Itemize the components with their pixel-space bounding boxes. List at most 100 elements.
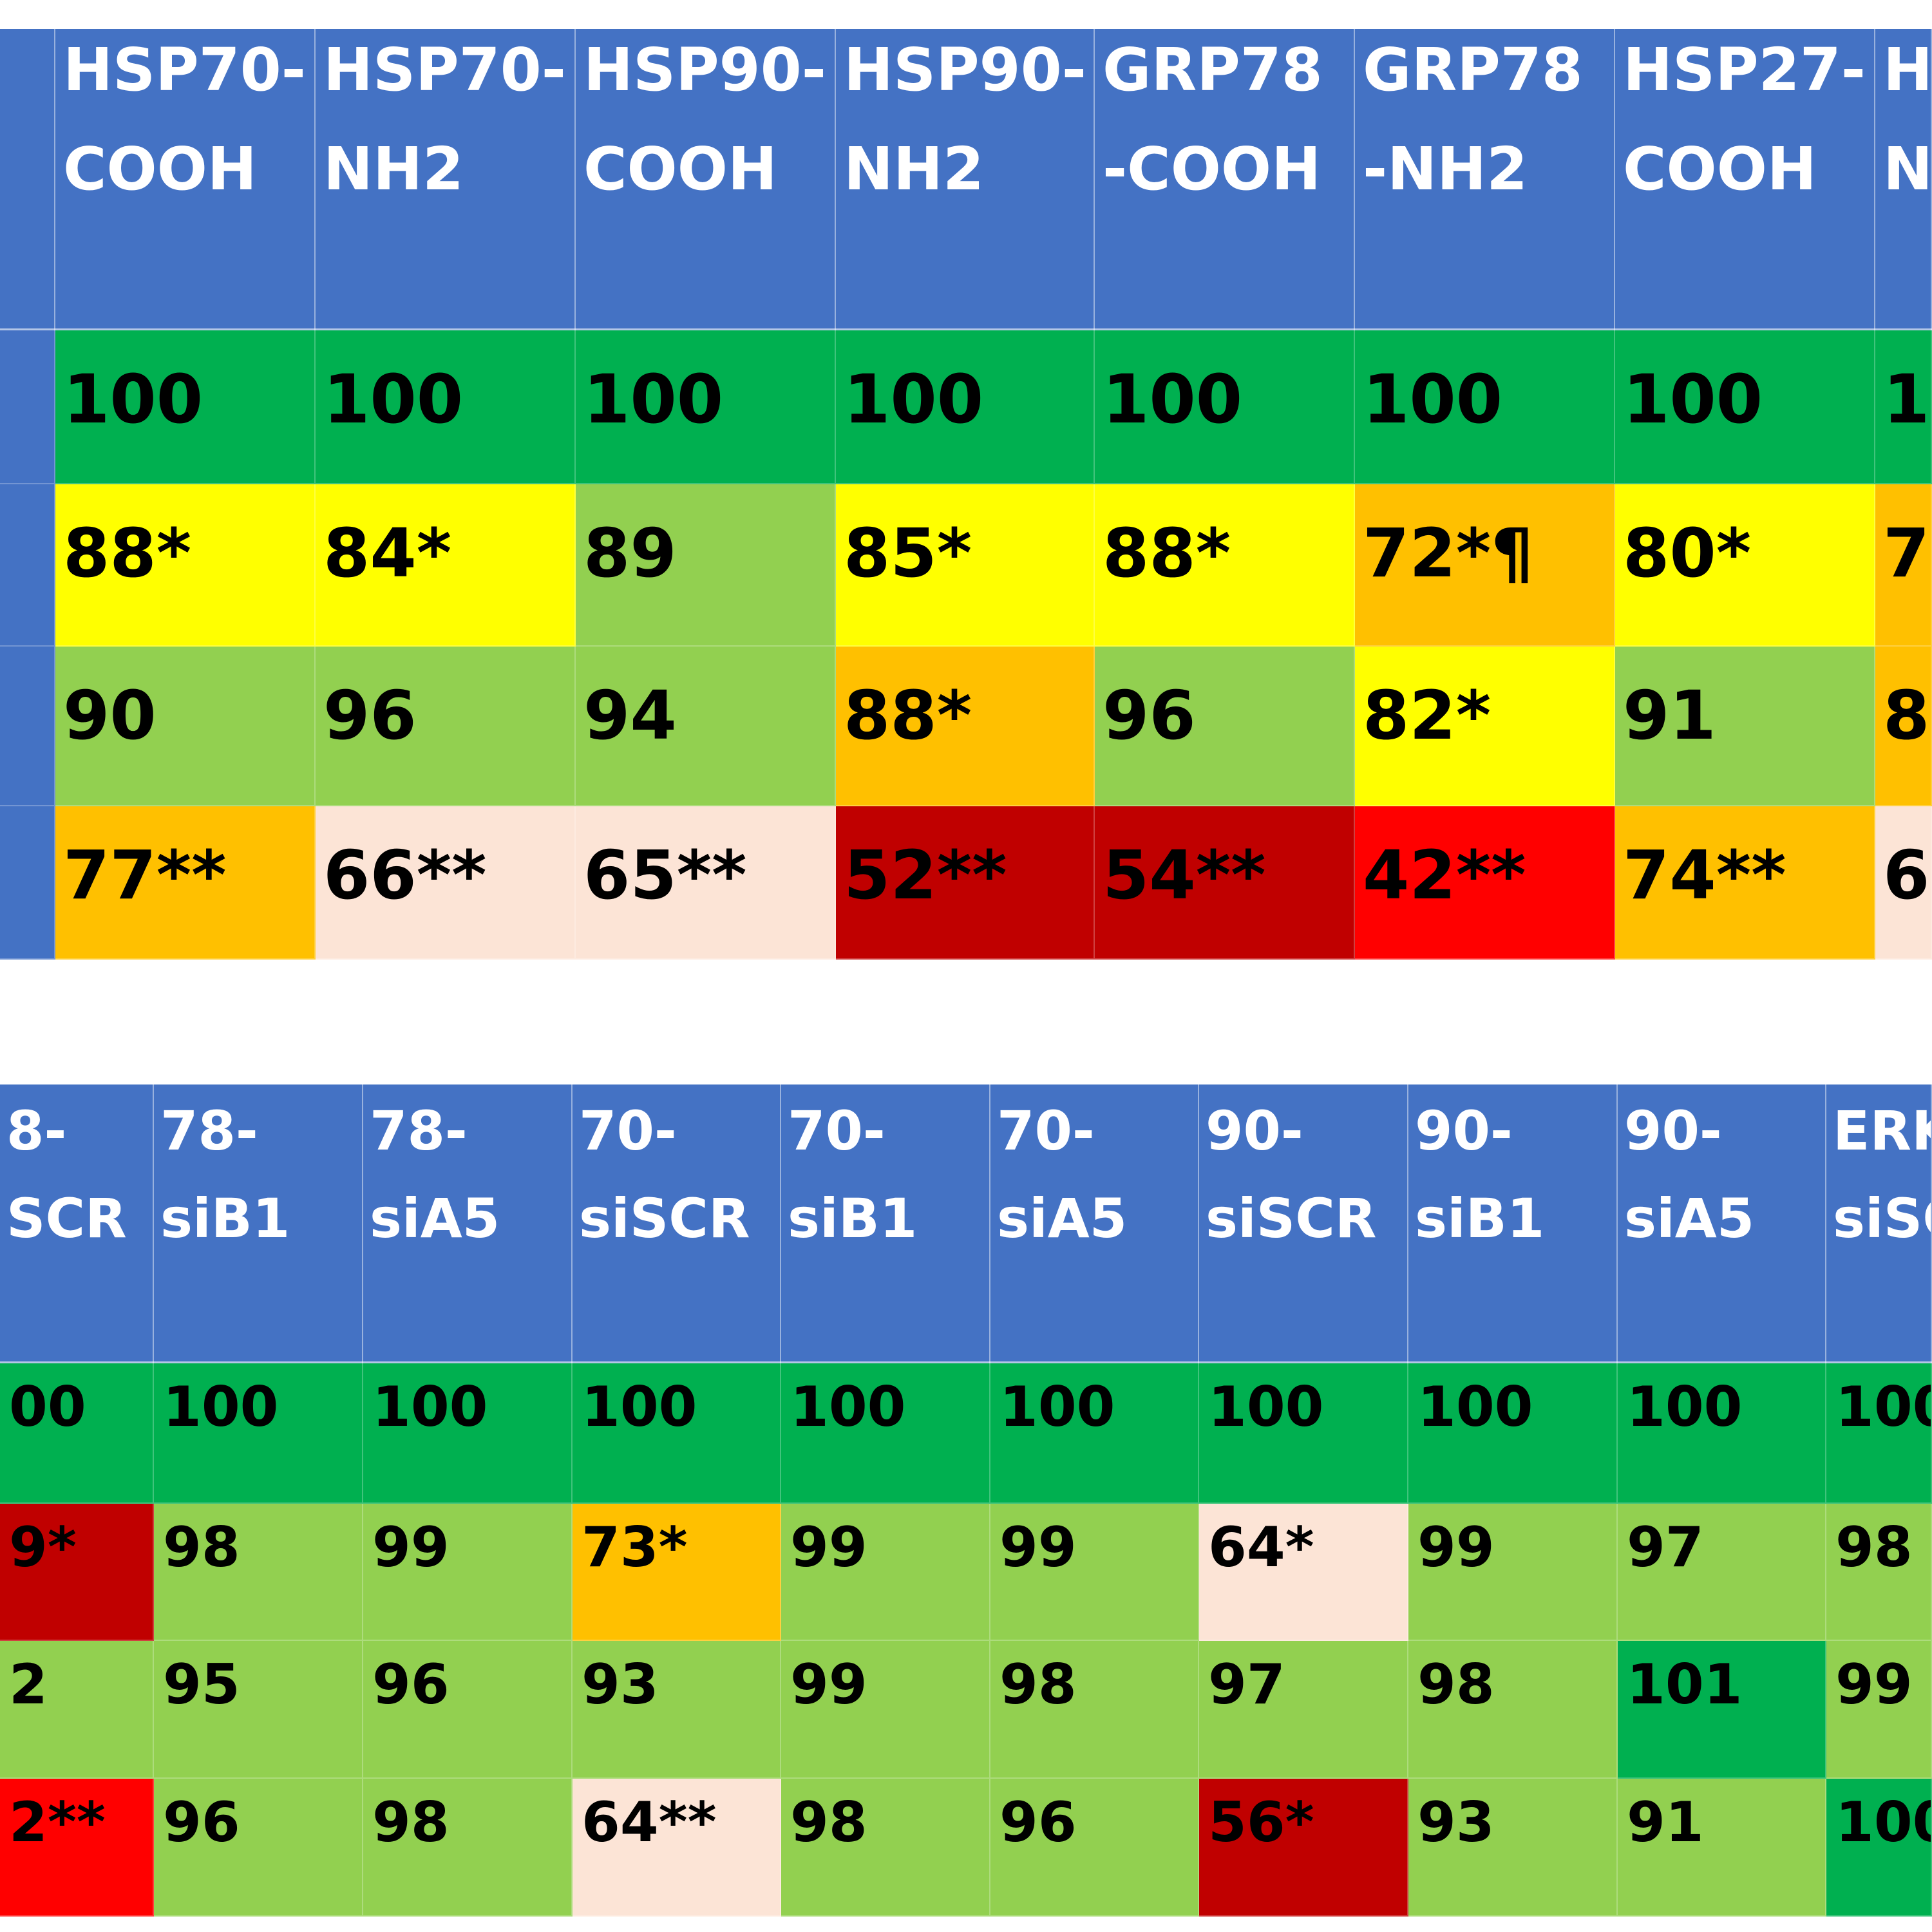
- value-cell: 66**: [316, 806, 576, 960]
- column-header-line2: siA5: [370, 1187, 500, 1250]
- column-header-line1: 90-: [1624, 1099, 1722, 1162]
- value-cell: 64**: [573, 1779, 781, 1917]
- value-cell: 82: [1875, 647, 1932, 806]
- value-cell: 99: [781, 1504, 990, 1641]
- column-header-line2: siB1: [788, 1187, 918, 1250]
- value-cell: 100: [1618, 1363, 1826, 1504]
- value-cell: 94: [576, 647, 836, 806]
- column-header: 90- siA5: [1618, 1084, 1826, 1363]
- value-cell: 89: [576, 484, 836, 647]
- column-header-line1: HSP90-: [844, 35, 1086, 104]
- column-header: 70- siSCR: [573, 1084, 781, 1363]
- value-cell: 100: [781, 1363, 990, 1504]
- value-cell: 100: [1199, 1363, 1408, 1504]
- row-label-cell: [0, 484, 55, 647]
- column-header-line2: siSCR: [579, 1187, 750, 1250]
- column-header: 70- siA5: [990, 1084, 1199, 1363]
- column-header: HSP70- COOH: [55, 29, 316, 330]
- column-header-line1: HSP90-: [583, 35, 826, 104]
- column-header-line2: NH2: [323, 135, 464, 204]
- column-header-line1: 70-: [997, 1099, 1095, 1162]
- value-cell: 99: [1826, 1641, 1932, 1779]
- column-header-line2: siA5: [1624, 1187, 1755, 1250]
- value-cell: 100: [1615, 330, 1875, 484]
- value-cell: 65**: [576, 806, 836, 960]
- column-header: 78- siB1: [154, 1084, 363, 1363]
- column-header: HSP27- COOH: [1615, 29, 1875, 330]
- value-cell: 96: [1095, 647, 1355, 806]
- value-cell: 79: [1875, 484, 1932, 647]
- value-cell: 100: [573, 1363, 781, 1504]
- row-label-cell: [0, 806, 55, 960]
- column-header-line1: HSP70-: [323, 35, 566, 104]
- header-separator: [0, 328, 1932, 332]
- value-cell: 96: [154, 1779, 363, 1917]
- column-header-line1: 70-: [788, 1099, 886, 1162]
- header-separator: [0, 1361, 1932, 1365]
- value-cell: 88*: [836, 647, 1095, 806]
- value-cell: 88*: [1095, 484, 1355, 647]
- value-cell: 62: [1875, 806, 1932, 960]
- value-cell: 99: [781, 1641, 990, 1779]
- column-header: ERK siSC: [1826, 1084, 1932, 1363]
- column-header-line2: siA5: [997, 1187, 1128, 1250]
- column-header-line1: H: [1883, 35, 1932, 104]
- column-header-line1: HSP70-: [63, 35, 306, 104]
- value-cell: 100: [576, 330, 836, 484]
- value-cell: 100: [1826, 1779, 1932, 1917]
- column-header-line2: siB1: [160, 1187, 290, 1250]
- column-header-line2: siSCR: [1206, 1187, 1377, 1250]
- value-cell: 100: [154, 1363, 363, 1504]
- value-cell: 96: [316, 647, 576, 806]
- column-header-line2: NH2: [844, 135, 985, 204]
- value-cell: 100: [363, 1363, 573, 1504]
- column-header: 90- siSCR: [1199, 1084, 1408, 1363]
- column-header-line2: siB1: [1415, 1187, 1545, 1250]
- value-cell: 2**: [0, 1779, 154, 1917]
- value-cell: 98: [1826, 1504, 1932, 1641]
- value-cell: 97: [1199, 1641, 1408, 1779]
- value-cell: 98: [363, 1779, 573, 1917]
- value-cell: 91: [1615, 647, 1875, 806]
- value-cell: 100: [836, 330, 1095, 484]
- column-header-line1: GRP78: [1363, 35, 1583, 104]
- column-header-line2: COOH: [1623, 135, 1817, 204]
- value-cell: 91: [1618, 1779, 1826, 1917]
- value-cell: 100: [55, 330, 316, 484]
- value-cell: 77**: [55, 806, 316, 960]
- column-header: [0, 29, 55, 330]
- column-header-line2: SCR: [6, 1187, 127, 1250]
- row-label-cell: [0, 330, 55, 484]
- value-cell: 42**: [1355, 806, 1615, 960]
- column-header: HSP90- COOH: [576, 29, 836, 330]
- value-cell: 84*: [316, 484, 576, 647]
- value-cell: 10: [1875, 330, 1932, 484]
- column-header-line1: 8-: [6, 1099, 67, 1162]
- row-label-cell: [0, 647, 55, 806]
- value-cell: 96: [363, 1641, 573, 1779]
- column-header-line2: -NH2: [1363, 135, 1528, 204]
- value-cell: 99: [363, 1504, 573, 1641]
- value-cell: 101: [1618, 1641, 1826, 1779]
- value-cell: 64*: [1199, 1504, 1408, 1641]
- value-cell: 82*: [1355, 647, 1615, 806]
- value-cell: 98: [990, 1641, 1199, 1779]
- value-cell: 52**: [836, 806, 1095, 960]
- column-header-line2: N: [1883, 135, 1932, 204]
- value-cell: 9*: [0, 1504, 154, 1641]
- column-header-line1: 70-: [579, 1099, 677, 1162]
- column-header-line1: 78-: [160, 1099, 258, 1162]
- column-header: GRP78 -NH2: [1355, 29, 1615, 330]
- column-header-line2: COOH: [63, 135, 257, 204]
- column-header: 8- SCR: [0, 1084, 154, 1363]
- value-cell: 96: [990, 1779, 1199, 1917]
- value-cell: 98: [1408, 1641, 1618, 1779]
- value-cell: 74**: [1615, 806, 1875, 960]
- value-cell: 98: [154, 1504, 363, 1641]
- column-header-line1: GRP78: [1103, 35, 1323, 104]
- column-header-line2: siSC: [1833, 1187, 1931, 1250]
- value-cell: 98: [781, 1779, 990, 1917]
- value-cell: 72*¶: [1355, 484, 1615, 647]
- value-cell: 93: [1408, 1779, 1618, 1917]
